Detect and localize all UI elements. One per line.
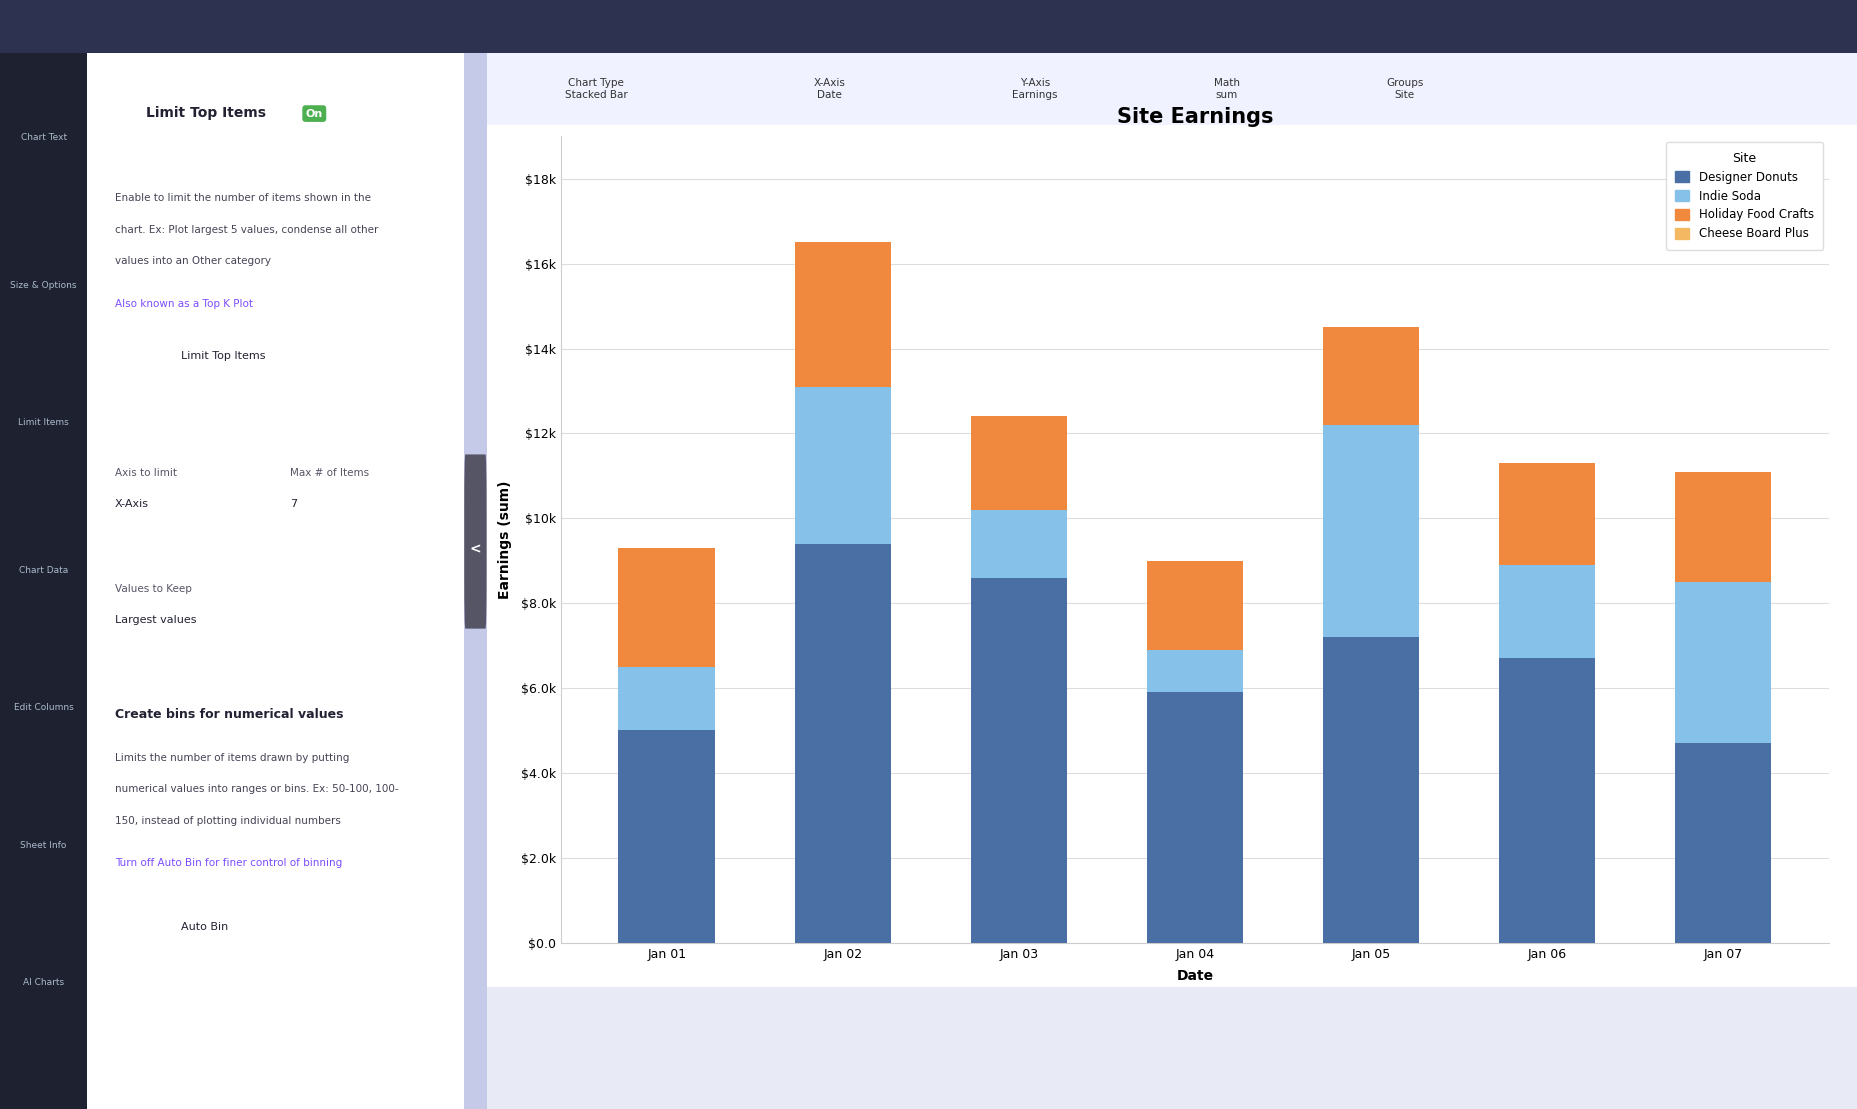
Bar <box>618 667 715 731</box>
Text: Turn off Auto Bin for finer control of binning: Turn off Auto Bin for finer control of b… <box>115 858 342 868</box>
Text: Size & Options: Size & Options <box>11 281 76 289</box>
Text: Auto Bin: Auto Bin <box>180 922 228 932</box>
Bar <box>971 578 1068 943</box>
Bar <box>795 543 891 943</box>
Bar <box>795 243 891 387</box>
Text: Chart Type
Stacked Bar: Chart Type Stacked Bar <box>565 79 628 100</box>
Bar <box>1322 638 1419 943</box>
Bar <box>618 548 715 667</box>
Text: Groups
Site: Groups Site <box>1385 79 1424 100</box>
Text: Sheet Info: Sheet Info <box>20 841 67 849</box>
Text: <: < <box>470 542 481 557</box>
Bar <box>1675 743 1772 943</box>
Bar <box>795 387 891 543</box>
Bar <box>971 417 1068 510</box>
Text: AI Charts: AI Charts <box>22 978 65 987</box>
Bar <box>1675 471 1772 582</box>
Text: Y-Axis
Earnings: Y-Axis Earnings <box>1012 79 1057 100</box>
Text: Create bins for numerical values: Create bins for numerical values <box>115 709 344 721</box>
Bar <box>1322 425 1419 638</box>
Bar <box>971 510 1068 578</box>
Bar <box>1675 582 1772 743</box>
Bar <box>1146 650 1244 692</box>
Text: Chart Data: Chart Data <box>19 566 69 576</box>
Text: Also known as a Top K Plot: Also known as a Top K Plot <box>115 298 253 308</box>
Text: Axis to limit: Axis to limit <box>115 468 176 478</box>
Text: Limit Top Items: Limit Top Items <box>180 352 266 362</box>
Title: Site Earnings: Site Earnings <box>1116 106 1274 126</box>
X-axis label: Date: Date <box>1177 969 1213 983</box>
Bar <box>618 731 715 943</box>
Text: Chart Text: Chart Text <box>20 133 67 142</box>
Text: Edit Columns: Edit Columns <box>13 703 74 712</box>
Bar <box>1322 327 1419 425</box>
Text: Math
sum: Math sum <box>1214 79 1240 100</box>
Text: values into an Other category: values into an Other category <box>115 256 271 266</box>
FancyBboxPatch shape <box>464 455 487 629</box>
Bar <box>1146 561 1244 650</box>
Bar <box>1499 564 1595 659</box>
Text: chart. Ex: Plot largest 5 values, condense all other: chart. Ex: Plot largest 5 values, conden… <box>115 225 379 235</box>
Text: numerical values into ranges or bins. Ex: 50-100, 100-: numerical values into ranges or bins. Ex… <box>115 784 397 794</box>
Text: Limit Top Items: Limit Top Items <box>145 105 266 120</box>
Text: 7: 7 <box>290 499 297 509</box>
Bar <box>1146 692 1244 943</box>
Text: 150, instead of plotting individual numbers: 150, instead of plotting individual numb… <box>115 816 340 826</box>
Bar <box>1499 464 1595 564</box>
Text: Values to Keep: Values to Keep <box>115 583 191 593</box>
Text: Enable to limit the number of items shown in the: Enable to limit the number of items show… <box>115 193 371 203</box>
Text: X-Axis: X-Axis <box>115 499 149 509</box>
Bar <box>1499 659 1595 943</box>
Text: Largest values: Largest values <box>115 615 197 625</box>
Text: X-Axis
Date: X-Axis Date <box>813 79 845 100</box>
Legend: Designer Donuts, Indie Soda, Holiday Food Crafts, Cheese Board Plus: Designer Donuts, Indie Soda, Holiday Foo… <box>1666 142 1824 250</box>
Text: On: On <box>306 109 323 119</box>
Text: Limit Items: Limit Items <box>19 418 69 427</box>
Y-axis label: Earnings (sum): Earnings (sum) <box>498 480 513 599</box>
Text: Limits the number of items drawn by putting: Limits the number of items drawn by putt… <box>115 753 349 763</box>
Text: Max # of Items: Max # of Items <box>290 468 370 478</box>
